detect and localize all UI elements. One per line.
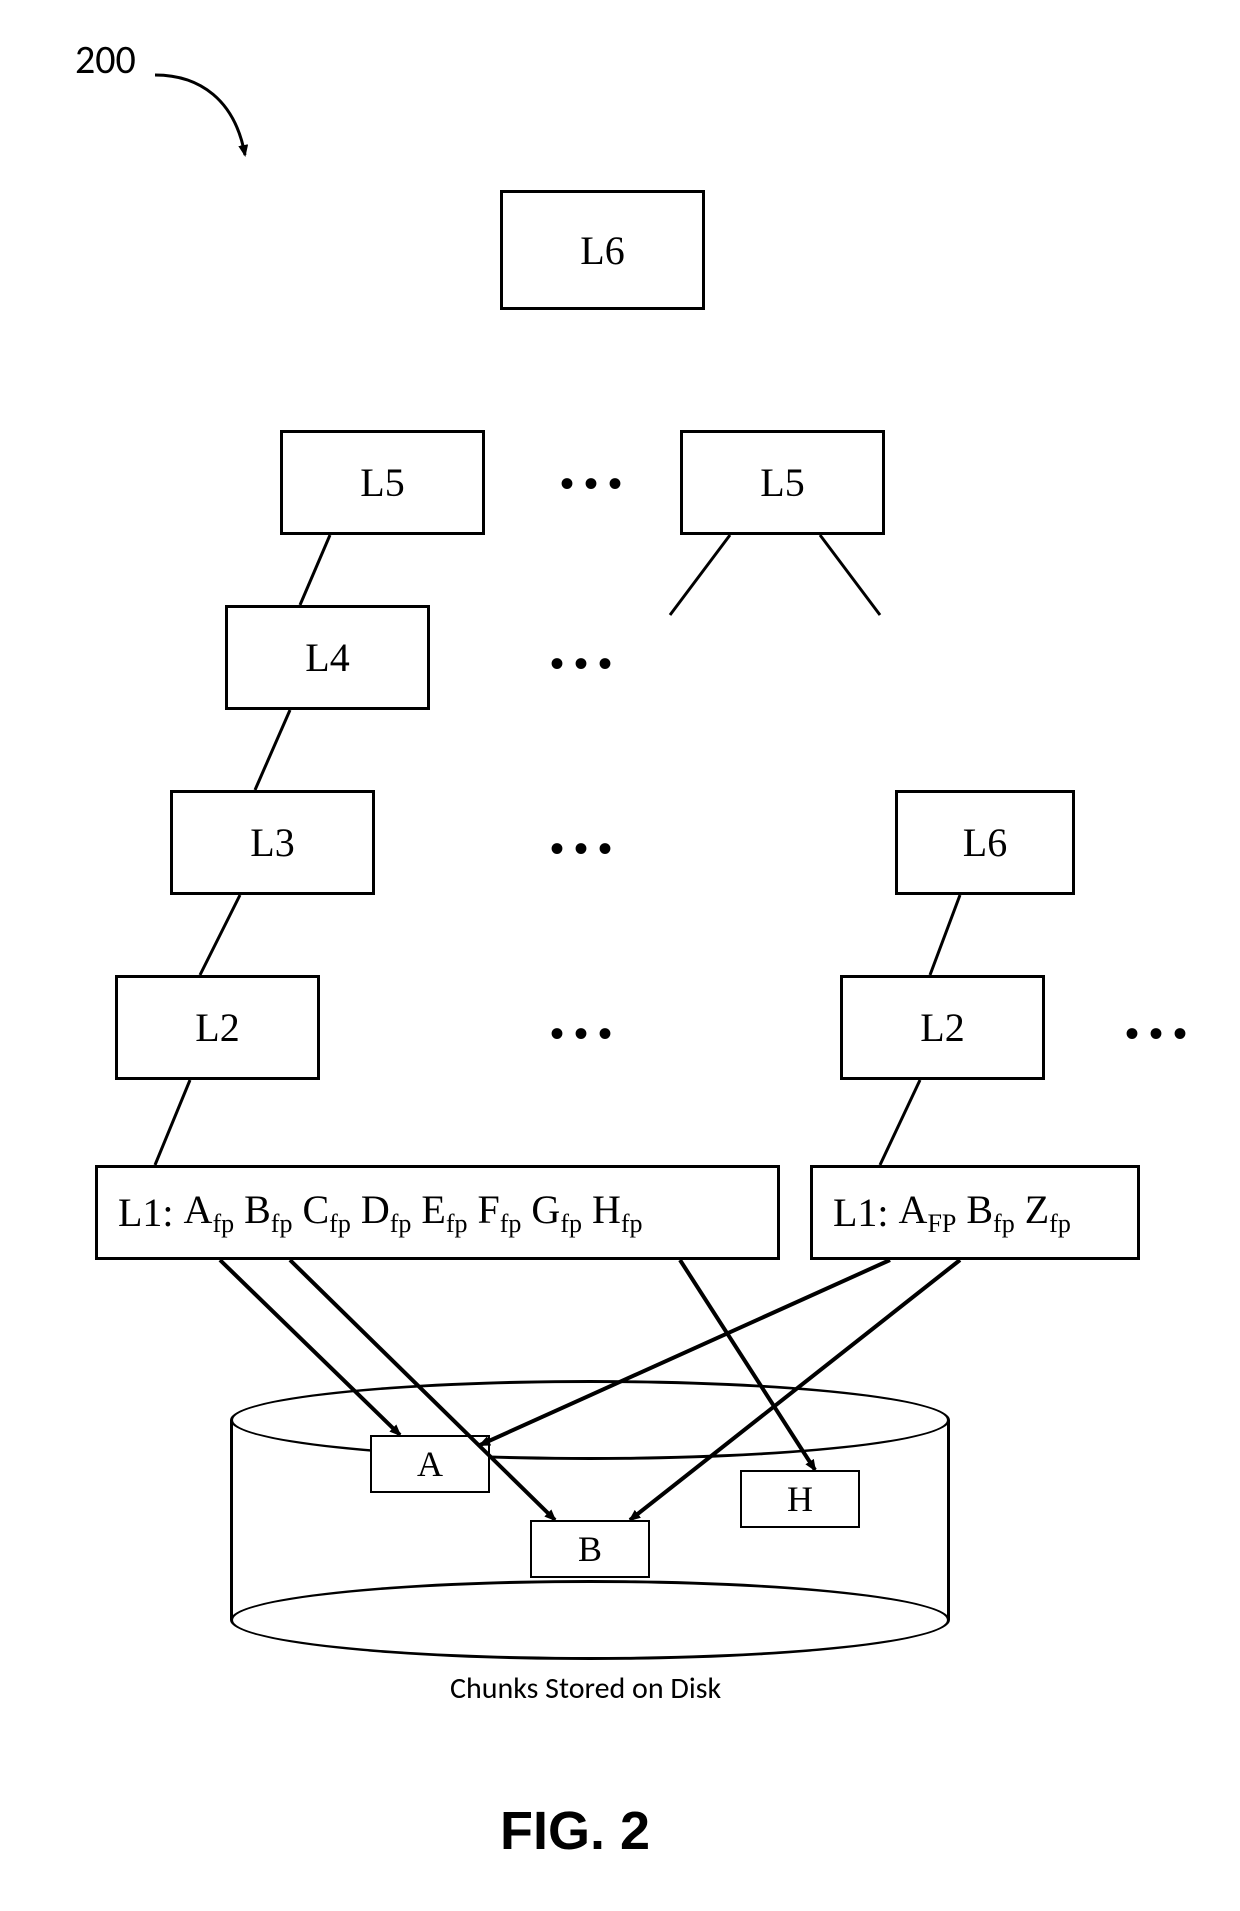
connector-line (880, 1080, 920, 1165)
node-l2-left: L2 (115, 975, 320, 1080)
node-l6-right: L6 (895, 790, 1075, 895)
node-label: L2 (195, 1004, 239, 1051)
node-l5-left: L5 (280, 430, 485, 535)
connector-line (670, 535, 730, 615)
fingerprint-item: Cfp (302, 1186, 350, 1239)
figure-title: FIG. 2 (500, 1800, 650, 1862)
fingerprint-item: Gfp (531, 1186, 582, 1239)
ellipsis: • • • (560, 460, 622, 507)
ellipsis: • • • (550, 825, 612, 872)
chunk-box: B (530, 1520, 650, 1578)
connector-line (155, 1080, 190, 1165)
connector-line (300, 535, 330, 605)
ellipsis: • • • (1125, 1010, 1187, 1057)
l1-right-box: L1: AFP Bfp Zfp (810, 1165, 1140, 1260)
cylinder-top (230, 1380, 950, 1460)
fingerprint-item: Ffp (478, 1186, 522, 1239)
node-l5-right: L5 (680, 430, 885, 535)
node-label: L2 (920, 1004, 964, 1051)
figure-reference-number: 200 (75, 35, 136, 84)
fingerprint-item: Hfp (592, 1186, 643, 1239)
node-label: L6 (580, 227, 624, 274)
fingerprint-item: Bfp (966, 1186, 1014, 1239)
fingerprint-item: AFP (899, 1186, 957, 1239)
connector-line (200, 895, 240, 975)
cylinder-bottom (230, 1580, 950, 1660)
reference-arrow (155, 75, 245, 155)
l1-prefix: L1: (118, 1189, 184, 1236)
fingerprint-item: Zfp (1025, 1186, 1071, 1239)
fingerprint-item: Dfp (361, 1186, 412, 1239)
node-label: L6 (963, 819, 1007, 866)
connector-line (930, 895, 960, 975)
ellipsis: • • • (550, 1010, 612, 1057)
node-label: L4 (305, 634, 349, 681)
fingerprint-item: Afp (184, 1186, 235, 1239)
fingerprint-item: Efp (421, 1186, 467, 1239)
chunk-box: A (370, 1435, 490, 1493)
l1-prefix: L1: (833, 1189, 899, 1236)
node-l6-top: L6 (500, 190, 705, 310)
node-l4: L4 (225, 605, 430, 710)
node-l3: L3 (170, 790, 375, 895)
l1-left-box: L1: Afp Bfp Cfp Dfp Efp Ffp Gfp Hfp (95, 1165, 780, 1260)
disk-caption: Chunks Stored on Disk (450, 1670, 721, 1707)
connector-line (820, 535, 880, 615)
node-label: L3 (250, 819, 294, 866)
node-label: L5 (760, 459, 804, 506)
node-label: L5 (360, 459, 404, 506)
fingerprint-item: Bfp (244, 1186, 292, 1239)
ellipsis: • • • (550, 640, 612, 687)
chunk-box: H (740, 1470, 860, 1528)
connector-line (255, 710, 290, 790)
node-l2-right: L2 (840, 975, 1045, 1080)
